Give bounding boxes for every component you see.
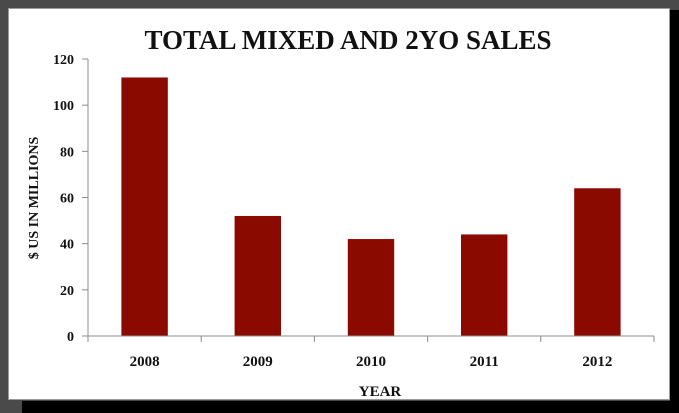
bar-2010 [347, 239, 395, 336]
x-tick-label: 2012 [582, 354, 612, 370]
x-axis-ticks: 2008 2009 2010 2011 2012 [87, 336, 655, 370]
bar-2011 [460, 234, 508, 336]
x-tick-label: 2008 [130, 354, 160, 370]
y-tick-label: 60 [60, 192, 74, 207]
bar-2009 [234, 215, 282, 336]
chart-title: TOTAL MIXED AND 2YO SALES [144, 25, 551, 55]
bars [121, 77, 621, 336]
x-tick-label: 2009 [243, 354, 273, 370]
y-tick-label: 20 [60, 284, 74, 299]
bar-2008 [121, 77, 168, 336]
x-tick-label: 2011 [470, 354, 499, 370]
y-axis-ticks: 0 20 40 60 80 100 120 [53, 53, 88, 345]
y-tick-label: 80 [60, 145, 74, 160]
chart-panel [8, 8, 670, 400]
y-axis-label: $ US IN MILLIONS [27, 137, 42, 260]
x-axis-label: YEAR [359, 384, 402, 400]
frame-shadow-bottom [22, 401, 679, 413]
y-tick-label: 100 [53, 99, 74, 114]
y-tick-label: 40 [60, 238, 74, 253]
x-tick-label: 2010 [356, 354, 386, 370]
bar-2012 [574, 188, 621, 336]
y-tick-label: 0 [67, 330, 74, 345]
y-tick-label: 120 [53, 53, 74, 68]
frame-shadow-right [670, 10, 679, 413]
